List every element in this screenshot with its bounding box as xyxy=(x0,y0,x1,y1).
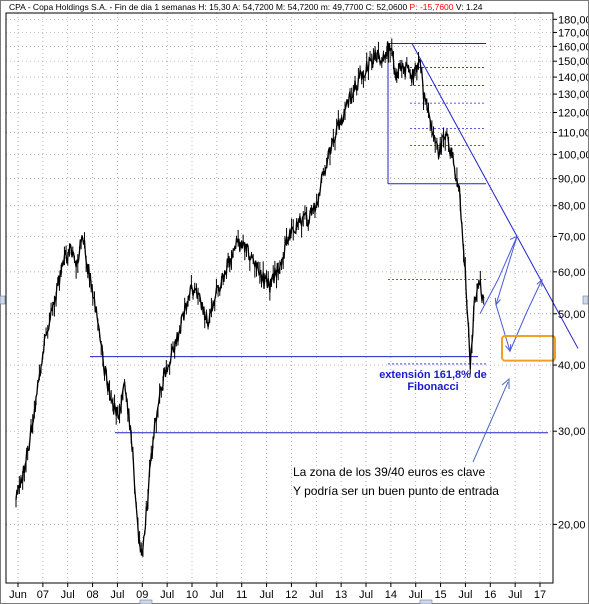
header-value: M: 54,7200 xyxy=(276,2,321,12)
note-text: La zona de los 39/40 euros es clave Y pod… xyxy=(293,465,499,498)
right-splitter-handle xyxy=(582,295,589,305)
x-tick-label: 12 xyxy=(285,589,297,601)
y-tick-label: 20,00 xyxy=(558,519,586,531)
bottom-splitter-handle xyxy=(139,599,153,604)
x-tick-label: Jul xyxy=(458,589,472,601)
downtrend-line xyxy=(411,43,579,349)
y-tick-label: 150,00 xyxy=(558,56,589,68)
x-tick-label: Jul xyxy=(61,589,75,601)
y-tick-label: 70,00 xyxy=(558,231,586,243)
x-tick-label: Jul xyxy=(210,589,224,601)
fib-extension-label: extensión 161,8% de Fibonacci xyxy=(379,369,487,393)
y-tick-label: 90,00 xyxy=(558,174,586,186)
header-value: P: -15,7600 xyxy=(410,2,456,12)
chart-header: CPA - Copa Holdings S.A. - Fin de dia 1 … xyxy=(9,2,483,12)
x-tick-label: 08 xyxy=(86,589,98,601)
projection-arrowhead xyxy=(505,344,512,353)
y-tick-label: 170,00 xyxy=(558,27,589,39)
projection-arrowhead xyxy=(509,235,518,244)
y-tick-label: 160,00 xyxy=(558,41,589,53)
header-value: V: 1.24 xyxy=(456,2,483,12)
x-tick-label: Jul xyxy=(160,589,174,601)
header-value: A: 54,7200 xyxy=(232,2,275,12)
x-tick-label: Jun xyxy=(9,589,27,601)
x-tick-label: Jul xyxy=(508,589,522,601)
y-tick-label: 60,00 xyxy=(558,267,586,279)
y-tick-label: 110,00 xyxy=(558,128,589,140)
left-splitter-handle xyxy=(0,295,6,305)
header-value: m: 49,7700 xyxy=(321,2,366,12)
x-tick-label: 13 xyxy=(335,589,347,601)
x-tick-label: Jul xyxy=(409,589,423,601)
header-value: C: 52,0600 xyxy=(366,2,410,12)
y-tick-label: 40,00 xyxy=(558,360,586,372)
header-prefix: CPA - Copa Holdings S.A. - Fin de dia 1 … xyxy=(9,2,198,12)
y-tick-label: 130,00 xyxy=(558,89,589,101)
x-tick-label: Jul xyxy=(359,589,373,601)
x-tick-label: 11 xyxy=(236,589,247,601)
y-tick-label: 80,00 xyxy=(558,201,586,213)
projection-path xyxy=(479,236,543,353)
x-tick-label: 07 xyxy=(37,589,49,601)
x-tick-label: 15 xyxy=(434,589,446,601)
x-tick-label: 16 xyxy=(484,589,496,601)
price-line xyxy=(15,41,485,556)
y-tick-label: 120,00 xyxy=(558,108,589,120)
chart-annotations xyxy=(90,43,579,463)
note-text-line: Y podría ser un buen punto de entrada xyxy=(293,484,499,498)
bottom-splitter-handle xyxy=(419,599,433,604)
y-tick-label: 30,00 xyxy=(558,426,586,438)
x-tick-label: Jul xyxy=(309,589,323,601)
chart-labels: CPA - Copa Holdings S.A. - Fin de dia 1 … xyxy=(9,2,499,498)
x-tick-label: 09 xyxy=(136,589,148,601)
plot-frame xyxy=(5,12,554,584)
note-text-line: La zona de los 39/40 euros es clave xyxy=(293,465,485,479)
note-arrow xyxy=(472,381,509,463)
fib-extension-label-line: Fibonacci xyxy=(407,381,458,393)
x-tick-label: 17 xyxy=(534,589,546,601)
fib-extension-label-line: extensión 161,8% de xyxy=(379,369,487,381)
y-tick-label: 100,00 xyxy=(558,149,589,161)
projection-arrowhead xyxy=(536,278,543,287)
x-tick-label: Jul xyxy=(110,589,124,601)
x-tick-label: 14 xyxy=(385,589,397,601)
price-series xyxy=(15,38,485,558)
header-value: H: 15,30 xyxy=(198,2,232,12)
x-tick-label: 10 xyxy=(186,589,198,601)
x-tick-label: Jul xyxy=(260,589,274,601)
y-tick-label: 50,00 xyxy=(558,309,586,321)
note-arrowhead xyxy=(501,377,510,389)
y-tick-label: 140,00 xyxy=(558,72,589,84)
target-zone-box xyxy=(501,334,556,362)
projection-arrowhead xyxy=(494,297,501,306)
y-tick-label: 180,00 xyxy=(558,14,589,26)
